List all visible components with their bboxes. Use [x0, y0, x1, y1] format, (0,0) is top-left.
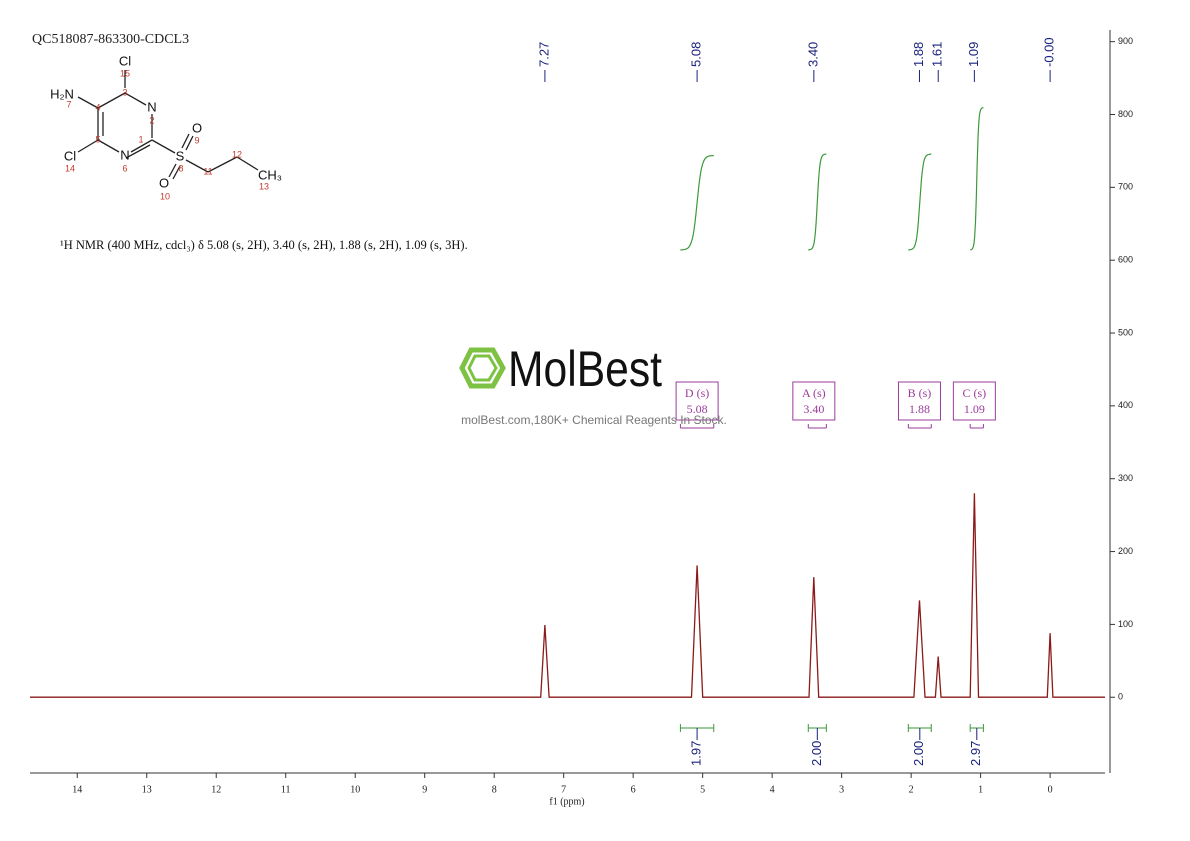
peak-label: 7.27	[536, 42, 551, 67]
multiplet-box	[675, 381, 719, 421]
atom-number: 15	[120, 68, 130, 78]
atom-label: Cl	[64, 148, 76, 163]
multiplet-box	[952, 381, 996, 421]
atom-number: 12	[232, 149, 242, 159]
x-tick-label: 5	[700, 784, 705, 795]
x-tick-label: 9	[422, 784, 427, 795]
atom-number: 14	[65, 163, 75, 173]
watermark-logo-icon	[459, 347, 506, 389]
multiplet-value: 5.08	[687, 402, 708, 416]
y-tick-label: 800	[1118, 109, 1133, 119]
peak-label: 1.09	[966, 42, 981, 67]
multiplet-label: B (s)	[908, 386, 932, 400]
peak-label: 1.88	[911, 42, 926, 67]
y-tick-label: 900	[1118, 36, 1133, 46]
peak-label: -0.00	[1042, 37, 1057, 67]
multiplet-box	[792, 381, 836, 421]
multiplet-label: C (s)	[963, 386, 987, 400]
integral-label: 2.00	[911, 741, 926, 766]
x-tick-label: 6	[631, 784, 636, 795]
chart-title: QC518087-863300-CDCL3	[32, 32, 189, 47]
multiplet-label: A (s)	[802, 386, 826, 400]
peak-label: 3.40	[805, 42, 820, 67]
atom-number: 13	[259, 181, 269, 191]
atom-number: 3	[122, 87, 127, 97]
integral-label: 2.97	[968, 741, 983, 766]
atom-label: CH₃	[258, 167, 282, 182]
integral-curve	[680, 154, 714, 251]
x-tick-label: 14	[72, 784, 82, 795]
atom-number: 10	[160, 191, 170, 201]
watermark-logo: MolBest	[508, 341, 662, 397]
atom-number: 2	[149, 115, 154, 125]
atom-number: 7	[66, 99, 71, 109]
atom-number: 4	[95, 102, 100, 112]
x-tick-label: 4	[770, 784, 775, 795]
integral-curve	[808, 153, 827, 251]
y-tick-label: 100	[1118, 619, 1133, 629]
y-tick-label: 400	[1118, 400, 1133, 410]
subtitle: ¹H NMR (400 MHz, cdcl₃) δ 5.08 (s, 2H), …	[60, 238, 468, 252]
atom-label: N	[147, 99, 156, 114]
y-tick-label: 300	[1118, 473, 1133, 483]
x-tick-label: 12	[211, 784, 221, 795]
integral-curve	[970, 107, 984, 251]
multiplet-value: 3.40	[803, 402, 824, 416]
x-tick-label: 10	[350, 784, 360, 795]
y-tick-label: 0	[1118, 692, 1123, 702]
multiplet-value: 1.09	[964, 402, 985, 416]
y-tick-label: 700	[1118, 182, 1133, 192]
atom-number: 5	[95, 134, 100, 144]
atom-label: N	[120, 147, 129, 162]
integral-label: 2.00	[809, 741, 824, 766]
spectrum-line	[30, 493, 1105, 698]
x-tick-label: 3	[839, 784, 844, 795]
atom-number: 11	[203, 166, 212, 176]
atom-number: 6	[122, 163, 127, 173]
multiplet-label: D (s)	[685, 386, 709, 400]
x-tick-label: 11	[281, 784, 291, 795]
x-tick-label: 7	[561, 784, 566, 795]
multiplet-box	[897, 381, 941, 421]
peak-label: 1.61	[930, 42, 945, 67]
y-tick-label: 600	[1118, 255, 1133, 265]
x-axis-label: f1 (ppm)	[549, 796, 584, 807]
atom-label: O	[192, 120, 202, 135]
watermark-text: molBest.com,180K+ Chemical Reagents In S…	[461, 413, 727, 427]
y-tick-label: 500	[1118, 327, 1133, 337]
atom-label: H₂N	[50, 86, 74, 101]
atom-number: 8	[178, 163, 183, 173]
atom-number: 9	[194, 135, 199, 145]
x-tick-label: 0	[1048, 784, 1053, 795]
x-tick-label: 1	[978, 784, 983, 795]
y-tick-label: 200	[1118, 546, 1133, 556]
x-tick-label: 13	[142, 784, 152, 795]
x-tick-label: 2	[909, 784, 914, 795]
atom-number: 1	[138, 134, 143, 144]
peak-label: 5.08	[689, 42, 704, 67]
multiplet-value: 1.88	[909, 402, 930, 416]
structure-bonds	[77, 70, 259, 180]
atom-label: S	[176, 148, 185, 163]
atom-label: O	[159, 175, 169, 190]
integral-label: 1.97	[689, 741, 704, 766]
atom-label: Cl	[119, 53, 131, 68]
integral-curve	[908, 153, 932, 251]
x-tick-label: 8	[492, 784, 497, 795]
